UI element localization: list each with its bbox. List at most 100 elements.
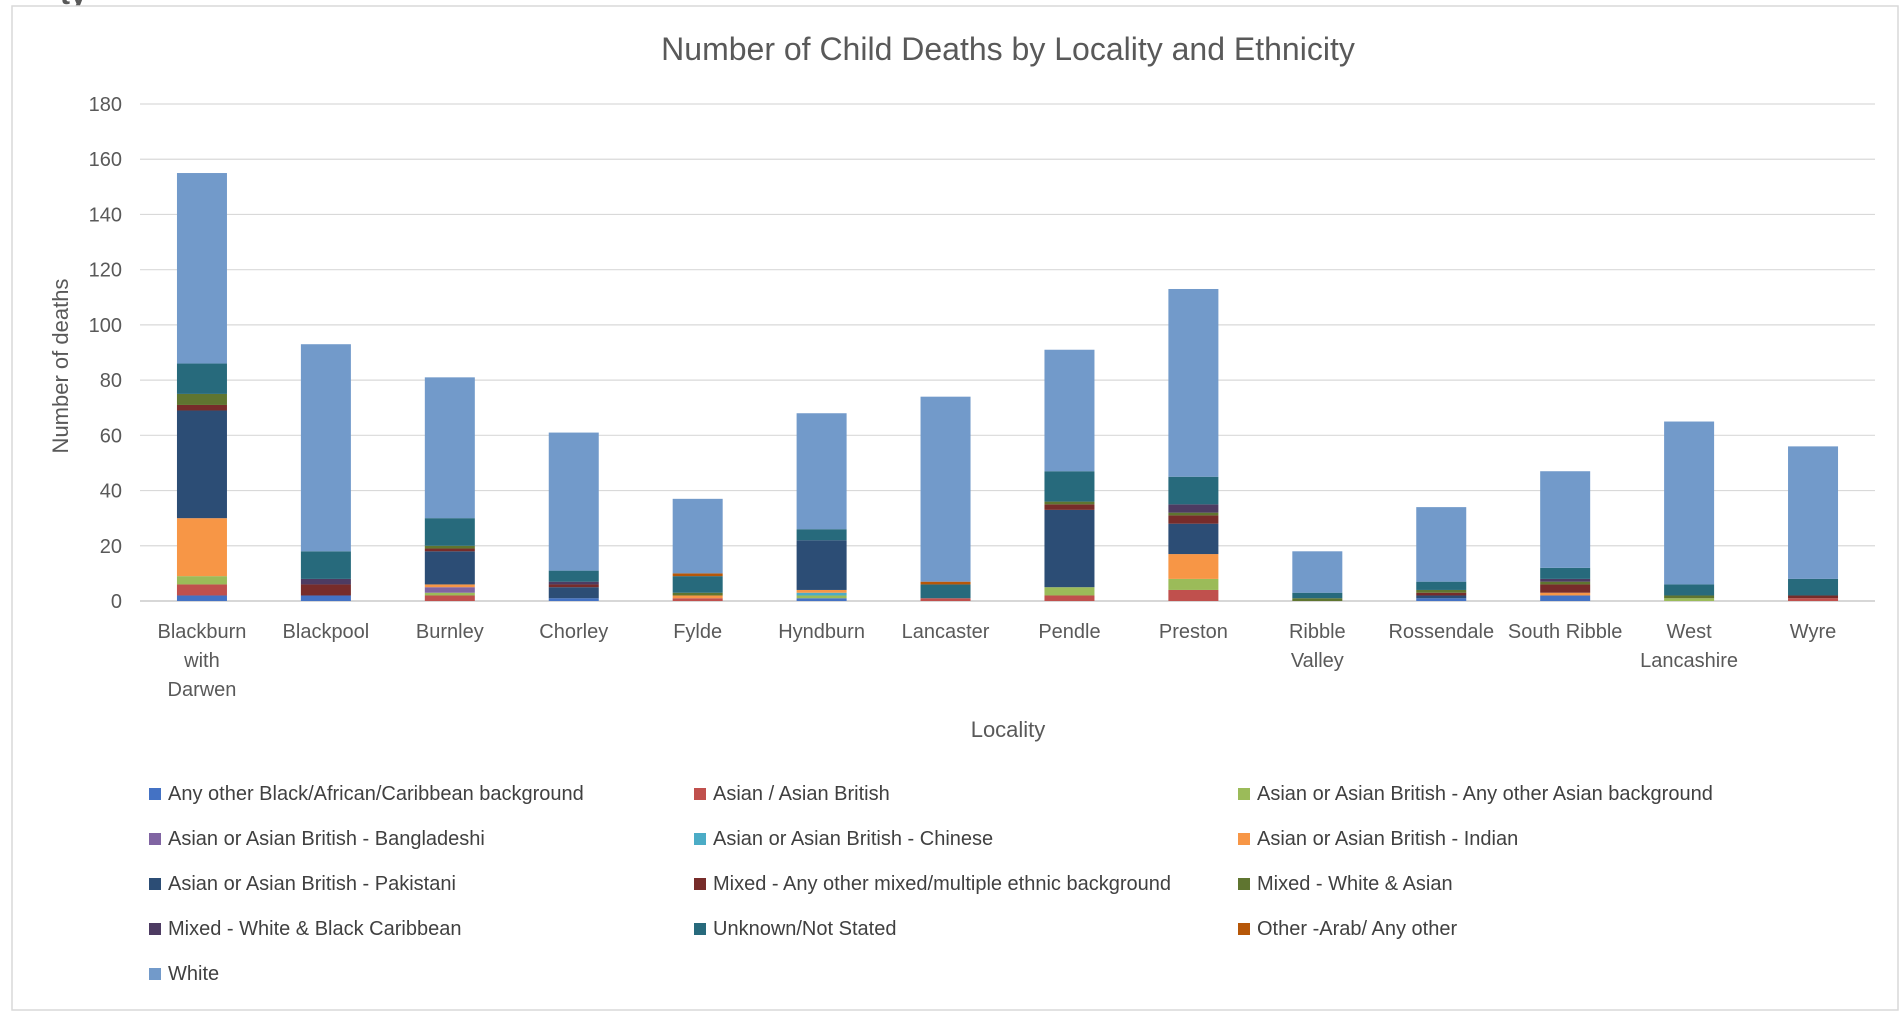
bar-segment	[1292, 551, 1343, 593]
bar-segment	[548, 584, 599, 588]
bar-segment	[672, 576, 723, 593]
legend-entry: Asian / Asian British	[713, 783, 890, 805]
bar-segment	[176, 584, 227, 596]
bar-segment	[548, 432, 599, 571]
bar-segment	[1416, 595, 1467, 599]
legend-entry: Asian or Asian British - Bangladeshi	[168, 828, 485, 850]
bar-segment	[1044, 504, 1095, 510]
x-tick-label: Pendle	[1038, 621, 1100, 643]
x-tick-label: Chorley	[539, 621, 608, 643]
bar-segment	[424, 545, 475, 549]
legend-entry: Unknown/Not Stated	[713, 918, 896, 940]
bar-segment	[1416, 507, 1467, 582]
legend-swatch	[694, 878, 706, 890]
bar-segment	[176, 410, 227, 519]
legend-swatch	[694, 923, 706, 935]
bar-segment	[176, 393, 227, 405]
y-tick-label: 80	[100, 370, 122, 392]
bar-segment	[1540, 578, 1591, 582]
x-tick-label: Lancaster	[902, 621, 990, 643]
bar-segment	[1540, 471, 1591, 568]
bar-segment	[1044, 471, 1095, 502]
bar-segment	[796, 540, 847, 590]
bar-segment	[672, 573, 723, 577]
bar-segment	[796, 413, 847, 530]
bar-segment	[424, 377, 475, 519]
bar-segment	[1664, 595, 1715, 599]
legend-swatch	[694, 788, 706, 800]
bar-segment	[796, 595, 847, 599]
bar-segment	[424, 518, 475, 546]
bar-segment	[672, 498, 723, 574]
x-tick-label: Fylde	[673, 621, 722, 643]
bar-segment	[1416, 598, 1467, 601]
bar-segment	[424, 548, 475, 552]
y-tick-label: 120	[89, 260, 122, 282]
legend-swatch	[149, 833, 161, 845]
bar-segment	[1168, 512, 1219, 516]
bar-segment	[1788, 578, 1839, 596]
x-tick-label: West Lancashire	[1640, 621, 1738, 672]
y-tick-label: 0	[111, 591, 122, 613]
bar-segment	[1416, 592, 1467, 596]
bar-segment	[1044, 509, 1095, 588]
legend-swatch	[1238, 878, 1250, 890]
bar-segment	[796, 598, 847, 601]
y-tick-label: 100	[89, 315, 122, 337]
x-tick-label: Ribble Valley	[1289, 621, 1346, 672]
bar-segment	[176, 363, 227, 394]
x-tick-label: Hyndburn	[778, 621, 865, 643]
bar-segment	[1168, 504, 1219, 513]
bar-segment	[176, 576, 227, 585]
y-tick-label: 60	[100, 425, 122, 447]
bar-segment	[920, 396, 971, 582]
legend-swatch	[1238, 923, 1250, 935]
chart-title: Number of Child Deaths by Locality and E…	[661, 31, 1355, 67]
bars	[176, 173, 1839, 601]
bar-segment	[1540, 592, 1591, 596]
x-tick-label: Blackpool	[283, 621, 370, 643]
bar-segment	[1788, 446, 1839, 579]
bar-segment	[1788, 595, 1839, 599]
legend-entry: Any other Black/African/Caribbean backgr…	[168, 783, 584, 805]
bar-segment	[548, 570, 599, 582]
bar-segment	[300, 551, 351, 579]
y-tick-label: 40	[100, 481, 122, 503]
bar-segment	[176, 404, 227, 411]
legend-swatch	[149, 968, 161, 980]
x-tick-labels: Blackburn with Darwen Blackpool Burnley Chorl…	[157, 621, 1836, 701]
bar-segment	[1788, 598, 1839, 601]
bar-segment	[1416, 589, 1467, 593]
bar-segment	[796, 529, 847, 541]
bar-segment	[1540, 567, 1591, 579]
legend-swatch	[149, 788, 161, 800]
bar-segment	[672, 592, 723, 596]
x-tick-label: Rossendale	[1388, 621, 1494, 643]
bar-segment	[796, 592, 847, 596]
legend-swatch	[149, 878, 161, 890]
bar-segment	[1292, 592, 1343, 599]
legend-entry: Asian or Asian British - Indian	[1257, 828, 1518, 850]
bar-segment	[176, 173, 227, 364]
bar-segment	[548, 598, 599, 601]
legend-swatch	[149, 923, 161, 935]
bar-segment	[1168, 589, 1219, 601]
bar-segment	[1664, 584, 1715, 596]
bar-segment	[1044, 595, 1095, 601]
bar-segment	[548, 587, 599, 599]
bar-segment	[1664, 421, 1715, 585]
x-tick-label: Preston	[1159, 621, 1228, 643]
legend-entry: Mixed - White & Black Caribbean	[168, 918, 461, 940]
bar-segment	[1540, 584, 1591, 593]
bar-segment	[672, 598, 723, 601]
bar-segment	[672, 595, 723, 599]
x-axis-label: Locality	[971, 717, 1046, 742]
legend-swatch	[1238, 833, 1250, 845]
x-tick-label: Wyre	[1790, 621, 1836, 643]
y-tick-labels: 0 20 40 60 80 100 120 140 160 180	[89, 94, 122, 613]
x-tick-label: Blackburn with Darwen	[157, 621, 246, 701]
bar-segment	[548, 581, 599, 585]
bar-segment	[1292, 598, 1343, 601]
